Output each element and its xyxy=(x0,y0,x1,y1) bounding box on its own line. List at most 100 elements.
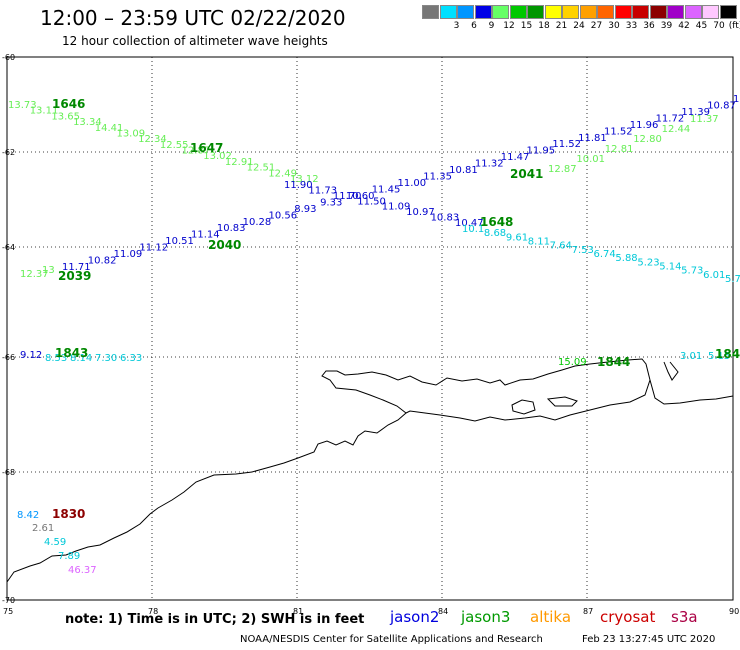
swh-value: 10.83 xyxy=(431,213,460,224)
lat-label: -62 xyxy=(2,148,15,157)
swh-value: 7.53 xyxy=(572,245,594,256)
pass-time-label: 184 xyxy=(715,347,740,361)
coast-fragment xyxy=(663,361,679,381)
lon-label: 78 xyxy=(148,607,158,616)
scale-swatch xyxy=(527,5,544,19)
pass-time-label: 1843 xyxy=(55,346,88,360)
swh-value: 5.88 xyxy=(615,253,637,264)
swh-value: 3.01 xyxy=(680,351,702,362)
swh-value: 13 xyxy=(42,265,55,276)
swh-value: 4.59 xyxy=(44,537,66,548)
swh-value: 12.87 xyxy=(548,164,577,175)
swh-value: 5.23 xyxy=(637,257,659,268)
swh-value: 10.83 xyxy=(217,223,246,234)
scale-label: 33 xyxy=(625,21,638,31)
swh-value: 11.70 xyxy=(333,191,362,202)
swh-value: 10.81 xyxy=(449,165,478,176)
coast-inlet xyxy=(405,379,651,422)
swh-value: 11.14 xyxy=(191,230,220,241)
swh-value: 11.00 xyxy=(398,178,427,189)
lat-label: -68 xyxy=(2,468,15,477)
swh-value: 10.1 xyxy=(462,224,484,235)
swh-value: 7.89 xyxy=(58,551,80,562)
swh-value: 8.53 xyxy=(45,353,67,364)
swh-value: 8.68 xyxy=(484,228,506,239)
credit-text: NOAA/NESDIS Center for Satellite Applica… xyxy=(240,634,543,645)
swh-value: 10.47 xyxy=(455,218,484,229)
scale-swatch xyxy=(614,5,632,19)
scale-label: 24 xyxy=(573,21,585,31)
scale-label: 21 xyxy=(555,21,568,31)
swh-value: 11.32 xyxy=(475,159,504,170)
timestamp-text: Feb 23 13:27:45 UTC 2020 xyxy=(582,634,716,645)
swh-value: 9.61 xyxy=(506,232,528,243)
lat-label: -60 xyxy=(2,53,15,62)
lon-label: 87 xyxy=(583,607,593,616)
swh-value: 9.12 xyxy=(20,350,42,361)
swh-value: 8.11 xyxy=(528,237,550,248)
swh-value: 12.55 xyxy=(160,140,189,151)
scale-label: 3 xyxy=(453,21,460,31)
swh-value: 8.93 xyxy=(294,204,316,215)
lon-label: 90 xyxy=(729,607,739,616)
swh-value: 12.44 xyxy=(662,124,691,135)
swh-value: 13.02 xyxy=(203,151,232,162)
swh-value: 8.42 xyxy=(17,510,39,521)
satellite-jason2: jason2 xyxy=(390,608,440,626)
swh-value: 15.09 xyxy=(558,357,587,368)
swh-value: 11.52 xyxy=(552,139,581,150)
pass-time-label: 1844 xyxy=(597,355,630,369)
swh-value: 5.73 xyxy=(681,266,703,277)
swh-value: 13.09 xyxy=(116,128,145,139)
lat-label: -64 xyxy=(2,243,15,252)
coast-island xyxy=(511,399,536,415)
satellite-jason3: jason3 xyxy=(461,608,511,626)
coast-island-2 xyxy=(546,396,578,407)
scale-swatch xyxy=(422,5,439,19)
pass-time-label: 1646 xyxy=(52,97,85,111)
swh-value: 11.37 xyxy=(690,114,719,125)
swh-value: 13.65 xyxy=(51,111,80,122)
scale-swatch xyxy=(579,5,597,19)
scale-label: 36 xyxy=(643,21,655,31)
swh-value: 7.30 xyxy=(95,353,117,364)
swh-value: 11.90 xyxy=(284,180,313,191)
swh-value: 11.45 xyxy=(372,184,401,195)
map-title: 12:00 – 23:59 UTC 02/22/2020 xyxy=(40,6,346,30)
swh-value: 6.74 xyxy=(594,249,616,260)
swh-value: 12.91 xyxy=(225,157,254,168)
swh-value: 11.96 xyxy=(630,120,659,131)
swh-value: 14.41 xyxy=(95,123,124,134)
swh-value: 46.37 xyxy=(68,565,97,576)
swh-value: 13.34 xyxy=(73,117,102,128)
scale-label: 42 xyxy=(678,21,690,31)
lat-label: -70 xyxy=(2,596,15,605)
coastline xyxy=(6,358,734,583)
scale-swatch xyxy=(667,5,684,19)
swh-value: 12.37 xyxy=(20,269,49,280)
satellite-altika: altika xyxy=(530,608,572,626)
swh-value: 12.80 xyxy=(633,134,662,145)
scale-swatch xyxy=(649,5,667,19)
scale-swatch xyxy=(562,5,579,19)
swh-value: 12.51 xyxy=(247,163,276,174)
swh-value: 7.64 xyxy=(550,241,572,252)
graticule xyxy=(7,57,733,600)
swh-value: 11.50 xyxy=(357,196,386,207)
swh-value: 5.15 xyxy=(708,351,730,362)
swh-value: 11.95 xyxy=(527,146,556,157)
swh-value: 11.72 xyxy=(656,113,685,124)
track-labels: 13.7313.1113.6513.3414.4113.0912.3412.55… xyxy=(8,94,740,576)
axis-labels: 75 78 81 84 87 90 -60 -62 -64 -66 -68 -70 xyxy=(2,53,739,616)
scale-swatch xyxy=(719,5,737,19)
swh-value: 13.11 xyxy=(30,106,59,117)
scale-label: 9 xyxy=(488,21,495,31)
scale-label: 30 xyxy=(608,21,620,31)
swh-value: 11.09 xyxy=(114,249,143,260)
swh-value: 11.81 xyxy=(578,133,607,144)
swh-value: 11.47 xyxy=(501,152,530,163)
scale-swatch xyxy=(597,5,614,19)
swh-value: 11.35 xyxy=(423,172,452,183)
pass-time-label: 2040 xyxy=(208,238,241,252)
